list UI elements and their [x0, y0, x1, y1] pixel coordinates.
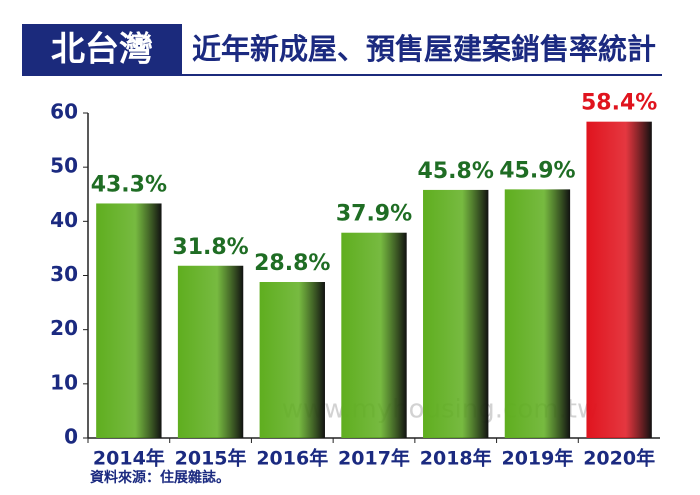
- data-label: 28.8%: [254, 251, 330, 276]
- title-box: [22, 24, 182, 76]
- data-label: 45.9%: [499, 158, 575, 183]
- bar: [423, 189, 489, 438]
- bar: [504, 189, 571, 438]
- y-tick-label: 60: [50, 100, 78, 124]
- data-label: 31.8%: [172, 235, 248, 260]
- data-label: 37.9%: [336, 202, 412, 227]
- x-tick-label: 2020年: [583, 447, 655, 470]
- y-tick-label: 30: [50, 262, 78, 286]
- x-tick-label: 2014年: [93, 447, 165, 470]
- title-prefix: 北台灣: [51, 30, 153, 70]
- x-tick-label: 2016年: [256, 447, 328, 470]
- y-tick-label: 0: [64, 425, 78, 449]
- bar: [177, 265, 244, 438]
- x-tick-label: 2017年: [338, 447, 410, 470]
- bar: [341, 232, 407, 438]
- data-label: 45.8%: [418, 159, 494, 184]
- chart-title: 近年新成屋、預售屋建案銷售率統計: [192, 32, 656, 66]
- y-tick-label: 20: [50, 316, 78, 340]
- bar: [586, 121, 652, 439]
- source: 資料來源：住展雜誌。: [90, 469, 230, 486]
- data-label: 43.3%: [91, 172, 167, 197]
- data-label: 58.4%: [581, 91, 657, 116]
- bar: [259, 282, 325, 438]
- x-tick-label: 2019年: [501, 447, 573, 470]
- bar: [96, 203, 162, 438]
- y-tick-label: 40: [50, 208, 78, 232]
- x-tick-label: 2015年: [175, 447, 247, 470]
- y-tick-label: 10: [50, 370, 78, 394]
- y-tick-label: 50: [50, 154, 78, 178]
- x-tick-label: 2018年: [420, 447, 492, 470]
